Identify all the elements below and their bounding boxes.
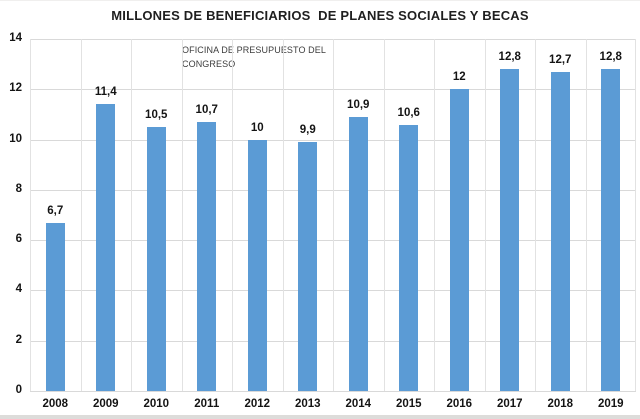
gridline-vertical (635, 39, 636, 391)
x-tick-label: 2017 (496, 398, 523, 410)
gridline-vertical (30, 39, 31, 391)
bar-2017 (500, 69, 520, 391)
bar-value-label-2010: 10,5 (145, 109, 168, 121)
bar-2012 (247, 139, 267, 391)
gridline-horizontal (30, 391, 636, 392)
gridline-vertical (182, 39, 183, 391)
bar-value-label-2008: 6,7 (47, 204, 64, 217)
y-tick-label: 0 (15, 384, 22, 396)
x-tick-label: 2012 (244, 398, 271, 410)
x-tick-label: 2019 (597, 398, 624, 410)
x-tick-label: 2011 (194, 398, 220, 410)
gridline-vertical (81, 39, 82, 391)
bar-2018 (550, 71, 570, 391)
gridline-vertical (485, 39, 486, 391)
bar-2010 (146, 127, 166, 391)
y-tick-label: 4 (15, 283, 22, 296)
gridline-vertical (283, 39, 284, 391)
x-tick-label: 2013 (294, 398, 321, 410)
gridline-vertical (232, 39, 233, 391)
bar-value-label-2017: 12,8 (498, 51, 521, 64)
bar-2011 (197, 121, 217, 391)
y-tick-label: 14 (9, 32, 22, 44)
bar-value-label-2009: 11,4 (94, 86, 117, 99)
gridline-vertical (434, 39, 435, 391)
x-tick-label: 2016 (446, 398, 473, 410)
chart-annotation: OFICINA DE PRESUPUESTO DEL CONGRESO (182, 45, 326, 69)
bar-2016 (449, 89, 469, 391)
bar-2019 (601, 69, 621, 391)
bar-value-label-2019: 12,8 (599, 51, 622, 64)
bar-value-label-2015: 10,6 (397, 106, 420, 119)
y-tick-label: 12 (9, 82, 22, 95)
gridline-vertical (535, 39, 536, 391)
x-tick-label: 2009 (92, 398, 119, 410)
y-tick-label: 10 (9, 132, 22, 145)
bar-value-label-2013: 9,9 (299, 124, 316, 137)
bar-2009 (96, 104, 116, 391)
x-tick-label: 2015 (395, 398, 422, 410)
bar-2015 (399, 124, 419, 391)
y-tick-label: 8 (15, 182, 22, 195)
x-tick-label: 2018 (547, 398, 574, 410)
bar-value-label-2016: 12 (452, 71, 466, 84)
gridline-vertical (586, 39, 587, 391)
gridline-vertical (333, 39, 334, 391)
x-tick-label: 2014 (345, 398, 372, 410)
chart-title: MILLONES DE BENEFICIARIOS DE PLANES SOCI… (111, 8, 529, 23)
bar-2014 (348, 116, 368, 391)
bar-value-label-2012: 10 (250, 121, 264, 134)
plot-area: 6,7 11,4 10,5 10,7 10 9,9 10,9 10,6 12 12,8 12,7 12… (30, 39, 636, 392)
x-tick-label: 2010 (143, 398, 170, 410)
bar-2013 (298, 142, 318, 391)
bottom-edge-strip (0, 415, 640, 419)
bar-value-label-2011: 10,7 (195, 103, 218, 116)
y-tick-label: 2 (15, 333, 22, 346)
bar-2008 (45, 222, 65, 391)
bar-value-label-2014: 10,9 (347, 98, 370, 111)
x-tick-label: 2008 (42, 398, 69, 410)
y-tick-label: 6 (15, 233, 22, 246)
gridline-vertical (131, 39, 132, 391)
bar-value-label-2018: 12,7 (549, 53, 572, 66)
gridline-vertical (384, 39, 385, 391)
